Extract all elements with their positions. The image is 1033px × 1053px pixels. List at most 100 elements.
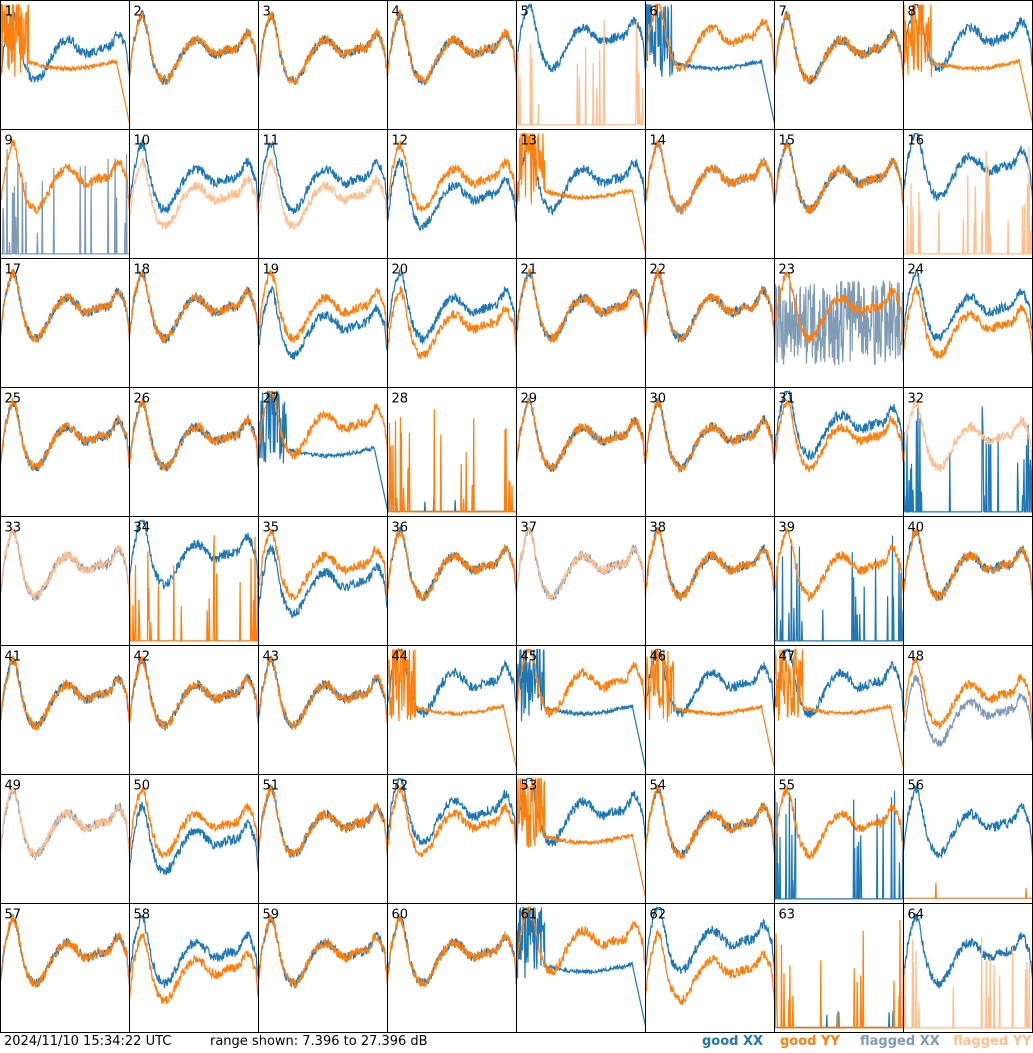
- panel-57-border: [0, 903, 130, 1033]
- panel-20: 20: [387, 258, 517, 388]
- panel-24-xx-line: [903, 268, 1033, 342]
- panel-2-border: [129, 0, 259, 130]
- panel-48-yy-line: [903, 657, 1033, 730]
- panel-38: 38: [645, 516, 775, 646]
- panel-4: 4: [387, 0, 517, 130]
- panel-17: 17: [0, 258, 130, 388]
- panel-10-plot: [129, 139, 259, 230]
- panel-13-label: 13: [521, 134, 538, 149]
- panel-47-yy-line: [774, 648, 904, 769]
- panel-56-border: [903, 774, 1033, 904]
- panel-11-yy-line: [258, 158, 388, 231]
- panel-37-label: 37: [521, 521, 538, 536]
- panel-12-plot: [387, 141, 517, 232]
- legend-good-xx-pol: XX: [743, 1034, 764, 1049]
- panel-16-plot: [903, 132, 1033, 255]
- panel-57-label: 57: [5, 908, 22, 923]
- panel-9-yy-line: [0, 138, 130, 215]
- panel-52-yy-line: [387, 785, 517, 857]
- panel-36-plot: [387, 526, 517, 602]
- panel-8-yy-line: [903, 4, 1033, 124]
- panel-5: 5: [516, 0, 646, 130]
- panel-40-border: [903, 516, 1033, 646]
- panel-25-plot: [0, 397, 130, 472]
- panel-34-label: 34: [134, 521, 151, 536]
- panel-51-yy-line: [258, 786, 388, 858]
- panel-26-plot: [129, 397, 259, 472]
- panel-13-yy-line: [516, 132, 646, 253]
- panel-27-plot: [258, 390, 388, 511]
- panel-49-border: [0, 774, 130, 904]
- panel-27: 27: [258, 387, 388, 517]
- panel-32-yy-line: [903, 396, 1033, 472]
- legend-flagged-xx-label: flagged: [860, 1034, 916, 1049]
- panel-64-yy-line: [903, 937, 1033, 1029]
- panel-52-xx-line: [387, 777, 517, 846]
- panel-18: 18: [129, 258, 259, 388]
- panel-15-label: 15: [779, 134, 796, 149]
- panel-41-label: 41: [5, 650, 22, 665]
- panel-30-plot: [645, 397, 775, 474]
- panel-20-yy-line: [387, 286, 517, 360]
- panel-37-border: [516, 516, 646, 646]
- panel-6: 6: [645, 0, 775, 130]
- panel-43-border: [258, 645, 388, 775]
- panel-45-plot: [516, 648, 646, 769]
- panel-36-xx-line: [387, 526, 517, 601]
- panel-19-label: 19: [263, 263, 280, 278]
- legend-good-yy-label: good: [780, 1034, 817, 1049]
- panel-56: 56: [903, 774, 1033, 904]
- panel-20-plot: [387, 269, 517, 360]
- panel-40-yy-line: [903, 527, 1033, 603]
- panel-44-label: 44: [392, 650, 409, 665]
- panel-58-plot: [129, 914, 259, 1005]
- panel-21-border: [516, 258, 646, 388]
- panel-48-plot: [903, 657, 1033, 747]
- panel-3-xx-line: [258, 11, 388, 86]
- panel-54-yy-line: [645, 783, 775, 860]
- panel-46: 46: [645, 645, 775, 775]
- panel-39: 39: [774, 516, 904, 646]
- panel-4-yy-line: [387, 9, 517, 85]
- panel-24-plot: [903, 268, 1033, 360]
- panel-51-border: [258, 774, 388, 904]
- panel-45-label: 45: [521, 650, 538, 665]
- panel-43-plot: [258, 655, 388, 730]
- panel-44-plot: [387, 647, 517, 769]
- panel-45-xx-line: [516, 648, 646, 769]
- panel-1: 1: [0, 0, 130, 130]
- panel-53-yy-line: [516, 777, 646, 898]
- panel-7-yy-line: [774, 11, 904, 85]
- panel-33-yy-line: [0, 526, 130, 601]
- panel-50-plot: [129, 786, 259, 876]
- panel-33-xx-line: [0, 526, 130, 602]
- panel-10: 10: [129, 129, 259, 259]
- panel-7-border: [774, 0, 904, 130]
- panel-57-yy-line: [0, 914, 130, 989]
- panel-40: 40: [903, 516, 1033, 646]
- panel-25-label: 25: [5, 392, 22, 407]
- panel-25: 25: [0, 387, 130, 517]
- panel-26: 26: [129, 387, 259, 517]
- panel-42-plot: [129, 655, 259, 731]
- panel-32: 32: [903, 387, 1033, 517]
- panel-12: 12: [387, 129, 517, 259]
- panel-40-plot: [903, 527, 1033, 603]
- panel-19-border: [258, 258, 388, 388]
- panel-30-border: [645, 387, 775, 517]
- panel-23-xx-line: [774, 280, 904, 366]
- panel-29-plot: [516, 397, 646, 472]
- panel-32-plot: [903, 396, 1033, 513]
- panel-31-plot: [774, 389, 904, 473]
- panel-6-label: 6: [650, 5, 658, 20]
- panel-27-yy-line: [258, 390, 388, 460]
- panel-29: 29: [516, 387, 646, 517]
- panel-17-plot: [0, 268, 130, 343]
- panel-37-plot: [516, 525, 646, 601]
- panel-51: 51: [258, 774, 388, 904]
- panel-57: 57: [0, 903, 130, 1033]
- panel-41-xx-line: [0, 657, 130, 731]
- panel-30-yy-line: [645, 398, 775, 474]
- panel-4-plot: [387, 9, 517, 86]
- panel-3-label: 3: [263, 5, 271, 20]
